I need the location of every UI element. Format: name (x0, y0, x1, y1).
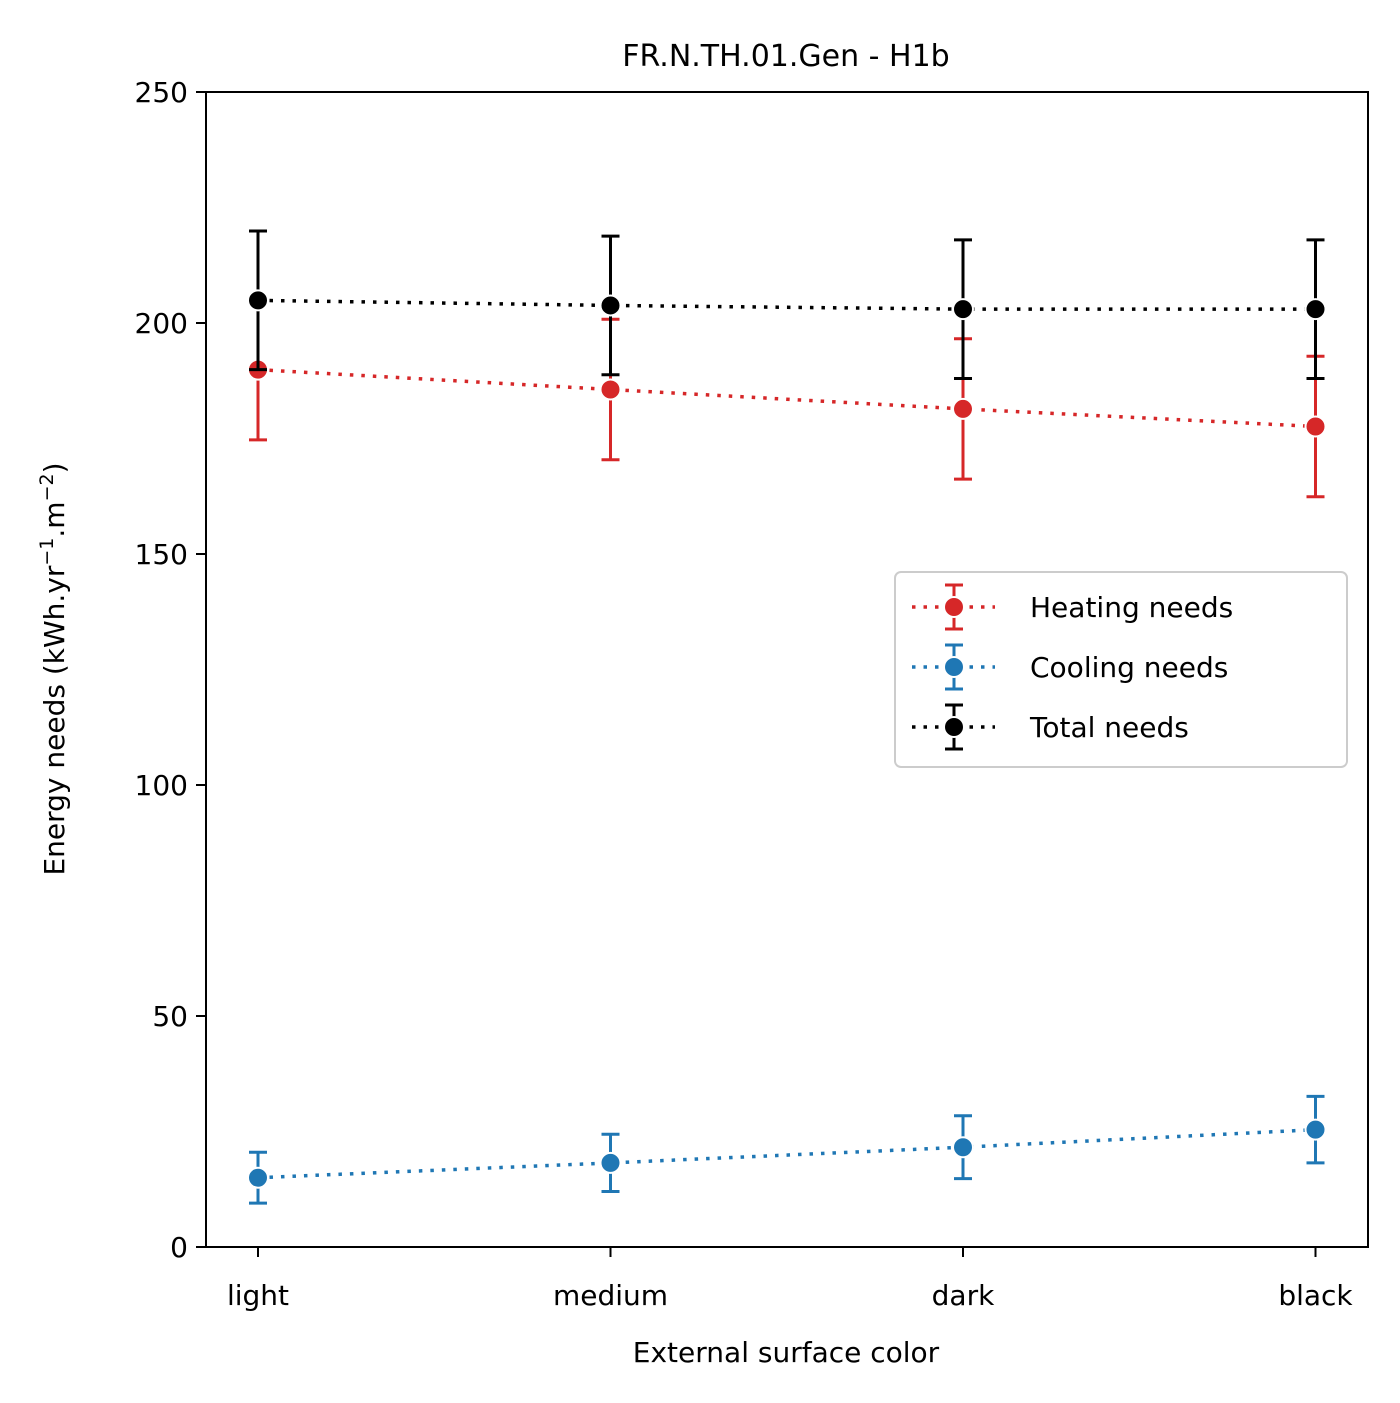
y-axis-label-sup1: −1 (36, 538, 58, 566)
x-axis: light medium dark black (227, 1247, 1353, 1312)
plot-area (247, 229, 1327, 1205)
data-point (952, 397, 974, 420)
y-tick-label: 250 (135, 76, 188, 109)
y-axis-label: Energy needs (kWh.yr−1.m−2) (36, 462, 71, 875)
legend-marker (943, 596, 965, 618)
legend-box (894, 571, 1348, 768)
y-tick-label: 0 (170, 1231, 188, 1264)
legend-label: Total needs (1029, 711, 1189, 744)
legend-label: Cooling needs (1030, 651, 1228, 684)
data-point (1304, 1118, 1327, 1141)
chart-title: FR.N.TH.01.Gen - H1b (622, 39, 949, 74)
y-axis: 0 50 100 150 200 250 (135, 76, 206, 1264)
x-tick-label: black (1278, 1279, 1353, 1312)
x-axis-label: External surface color (633, 1336, 940, 1369)
y-axis-label-end: ) (38, 462, 71, 473)
legend: Heating needs Cooling needs Total needs (894, 571, 1348, 768)
legend-label: Heating needs (1030, 591, 1233, 624)
axes-frame (205, 91, 1369, 1248)
legend-entry: Total needs (912, 703, 1189, 751)
x-tick-label: medium (553, 1279, 668, 1312)
legend-marker (943, 716, 965, 738)
data-point (952, 298, 974, 321)
y-tick-label: 200 (135, 307, 188, 340)
data-point (599, 294, 622, 317)
y-axis-label-mid: .m (38, 501, 71, 537)
data-point (952, 1136, 974, 1159)
y-tick-label: 100 (135, 769, 188, 802)
series-total-needs (247, 229, 1327, 380)
series-line (257, 298, 1316, 311)
data-point (599, 1151, 622, 1174)
legend-entry: Cooling needs (912, 643, 1228, 691)
data-point (599, 378, 622, 401)
x-tick-label: dark (932, 1279, 995, 1312)
y-axis-label-main: Energy needs (kWh.yr (38, 565, 71, 875)
y-tick-label: 50 (152, 1000, 188, 1033)
series-line (257, 1127, 1316, 1180)
series-line (257, 367, 1316, 429)
legend-entry: Heating needs (912, 583, 1233, 631)
legend-marker (943, 656, 965, 678)
series-cooling-needs (247, 1094, 1327, 1205)
data-point (247, 289, 269, 312)
data-point (1304, 298, 1327, 321)
data-point (247, 1166, 269, 1189)
x-tick-label: light (227, 1279, 289, 1312)
y-tick-label: 150 (135, 538, 188, 571)
series-heating-needs (247, 297, 1327, 499)
y-axis-label-sup2: −2 (36, 473, 58, 501)
data-point (1304, 415, 1327, 438)
